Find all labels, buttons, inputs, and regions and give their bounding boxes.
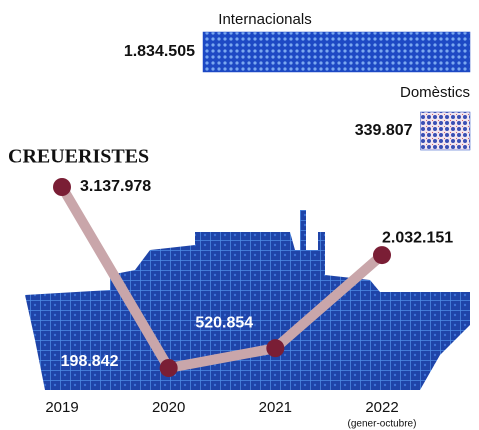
- point: [53, 178, 71, 196]
- x-tick-label: 2021: [259, 399, 292, 416]
- value-label: 2.032.151: [382, 229, 453, 246]
- bar-chart: Internacionals 1.834.505 Domèstics 339.807: [124, 11, 471, 151]
- note: (gener-octubre): [348, 419, 417, 430]
- bar: [420, 111, 471, 151]
- x-tick-label: 2022: [365, 399, 398, 416]
- line: [57, 184, 386, 373]
- value-label: 520.854: [195, 314, 253, 331]
- bar: [202, 31, 471, 73]
- x-tick-label: 2019: [45, 399, 78, 416]
- category-label: Internacionals: [218, 11, 311, 28]
- value-label: 339.807: [355, 122, 413, 139]
- chart-title: CREUERISTES: [8, 146, 149, 168]
- value-label: 1.834.505: [124, 43, 195, 60]
- point: [159, 359, 178, 377]
- category-label: Domèstics: [400, 84, 470, 101]
- line-chart: 3.137.978 2019 198.842 2020 520.854 2021 2.032…: [45, 178, 453, 430]
- value-label: 198.842: [61, 353, 119, 370]
- value-label: 3.137.978: [80, 178, 151, 195]
- point: [266, 339, 285, 358]
- ship-silhouette: [25, 210, 470, 390]
- x-tick-label: 2020: [152, 399, 185, 416]
- point: [373, 246, 391, 265]
